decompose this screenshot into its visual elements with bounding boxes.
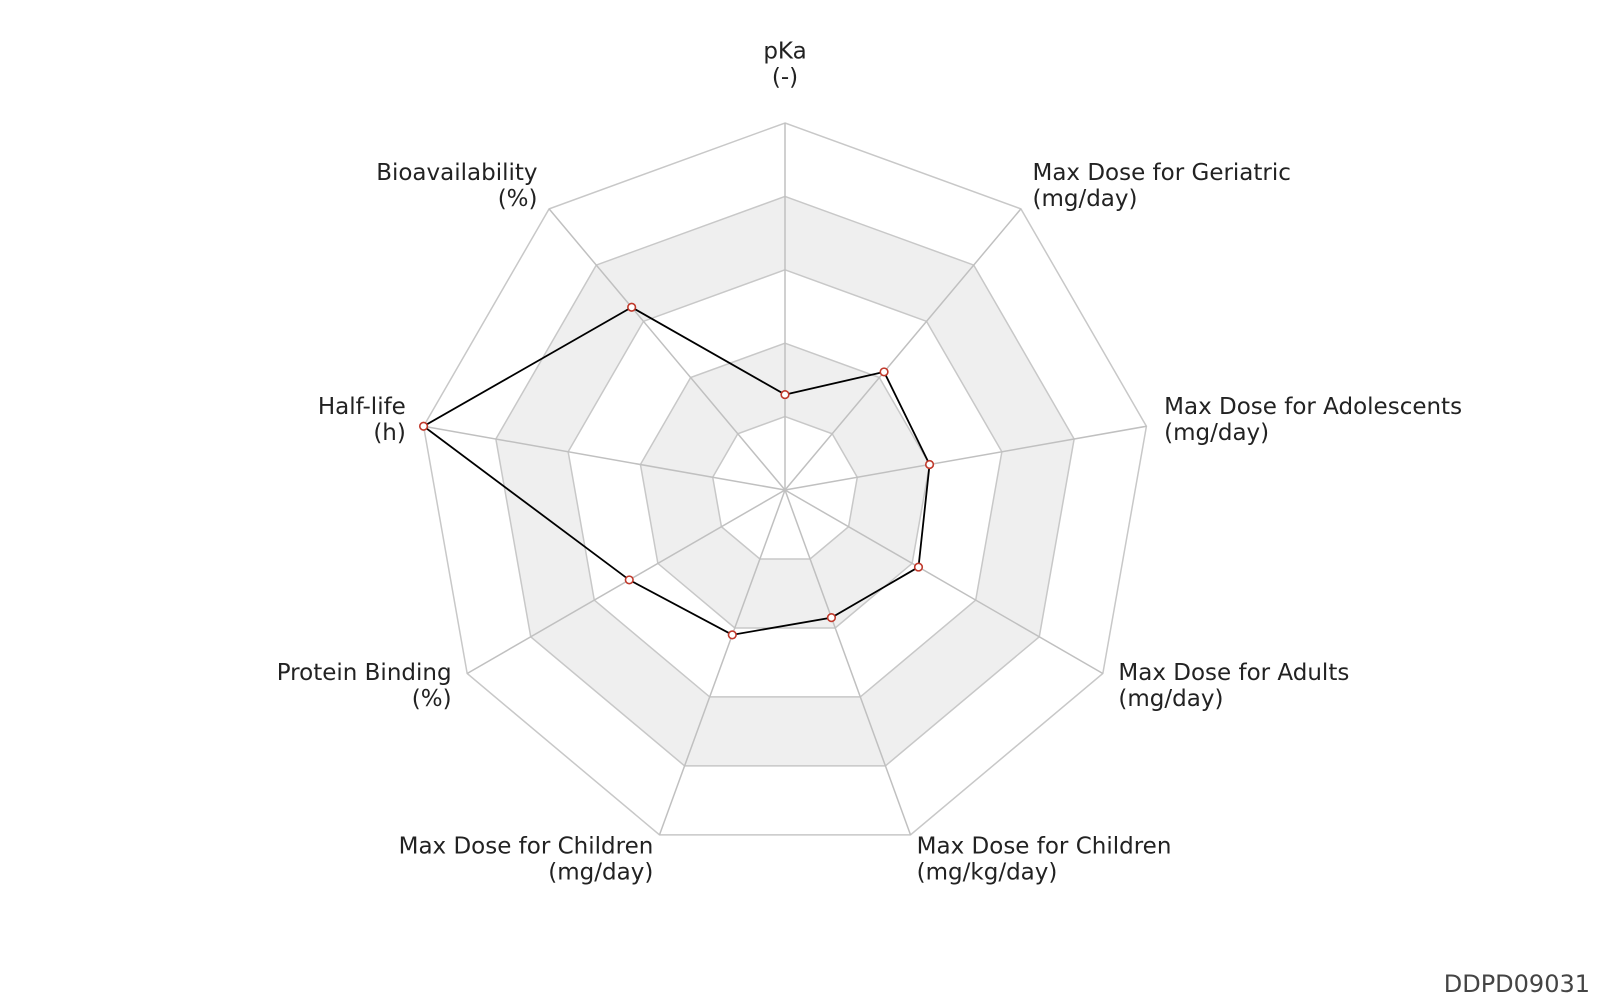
axis-label: Max Dose for Children xyxy=(399,834,654,860)
axis-unit: (-) xyxy=(772,65,798,91)
axis-unit: (%) xyxy=(412,686,452,712)
data-point xyxy=(924,459,935,470)
axis-label: pKa xyxy=(763,39,806,65)
grid-ring xyxy=(422,122,1148,836)
data-point xyxy=(879,367,889,377)
axis-spoke xyxy=(784,489,1104,675)
grid-ring xyxy=(711,415,859,560)
data-point xyxy=(627,302,637,312)
axis-unit: (mg/kg/day) xyxy=(917,860,1058,886)
data-point xyxy=(624,575,634,585)
axis-unit: (h) xyxy=(373,420,406,446)
data-point xyxy=(418,421,429,431)
grid-ring xyxy=(567,269,1003,698)
axis-label: Max Dose for Geriatric xyxy=(1032,160,1290,186)
axis-label: Bioavailability xyxy=(376,160,537,186)
chart-id: DDPD09031 xyxy=(1444,970,1590,998)
axis-spoke xyxy=(784,425,1147,491)
axis-unit: (%) xyxy=(498,186,538,212)
axis-spoke xyxy=(423,425,786,491)
grid xyxy=(422,122,1148,836)
grid-ring xyxy=(639,342,931,629)
data-point xyxy=(780,389,790,400)
axis-spoke xyxy=(548,208,786,491)
axis-label: Protein Binding xyxy=(277,660,452,686)
axis-label: Max Dose for Adolescents xyxy=(1164,394,1462,420)
axis-spoke xyxy=(784,489,912,836)
axis-label: Max Dose for Adults xyxy=(1118,660,1349,686)
data-line xyxy=(421,306,931,636)
axis-unit: (mg/day) xyxy=(1118,686,1223,712)
grid-ring xyxy=(495,195,1075,767)
data-point xyxy=(913,562,924,572)
data-point xyxy=(727,630,737,640)
data-point xyxy=(826,613,837,623)
axis-unit: (mg/day) xyxy=(1164,420,1269,446)
axis-unit: (mg/day) xyxy=(548,860,653,886)
axis-label: Max Dose for Children xyxy=(917,834,1172,860)
axis-spoke xyxy=(658,489,786,836)
axis-unit: (mg/day) xyxy=(1032,186,1137,212)
axis-spoke xyxy=(784,208,1022,491)
axis-label: Half-life xyxy=(318,394,406,420)
